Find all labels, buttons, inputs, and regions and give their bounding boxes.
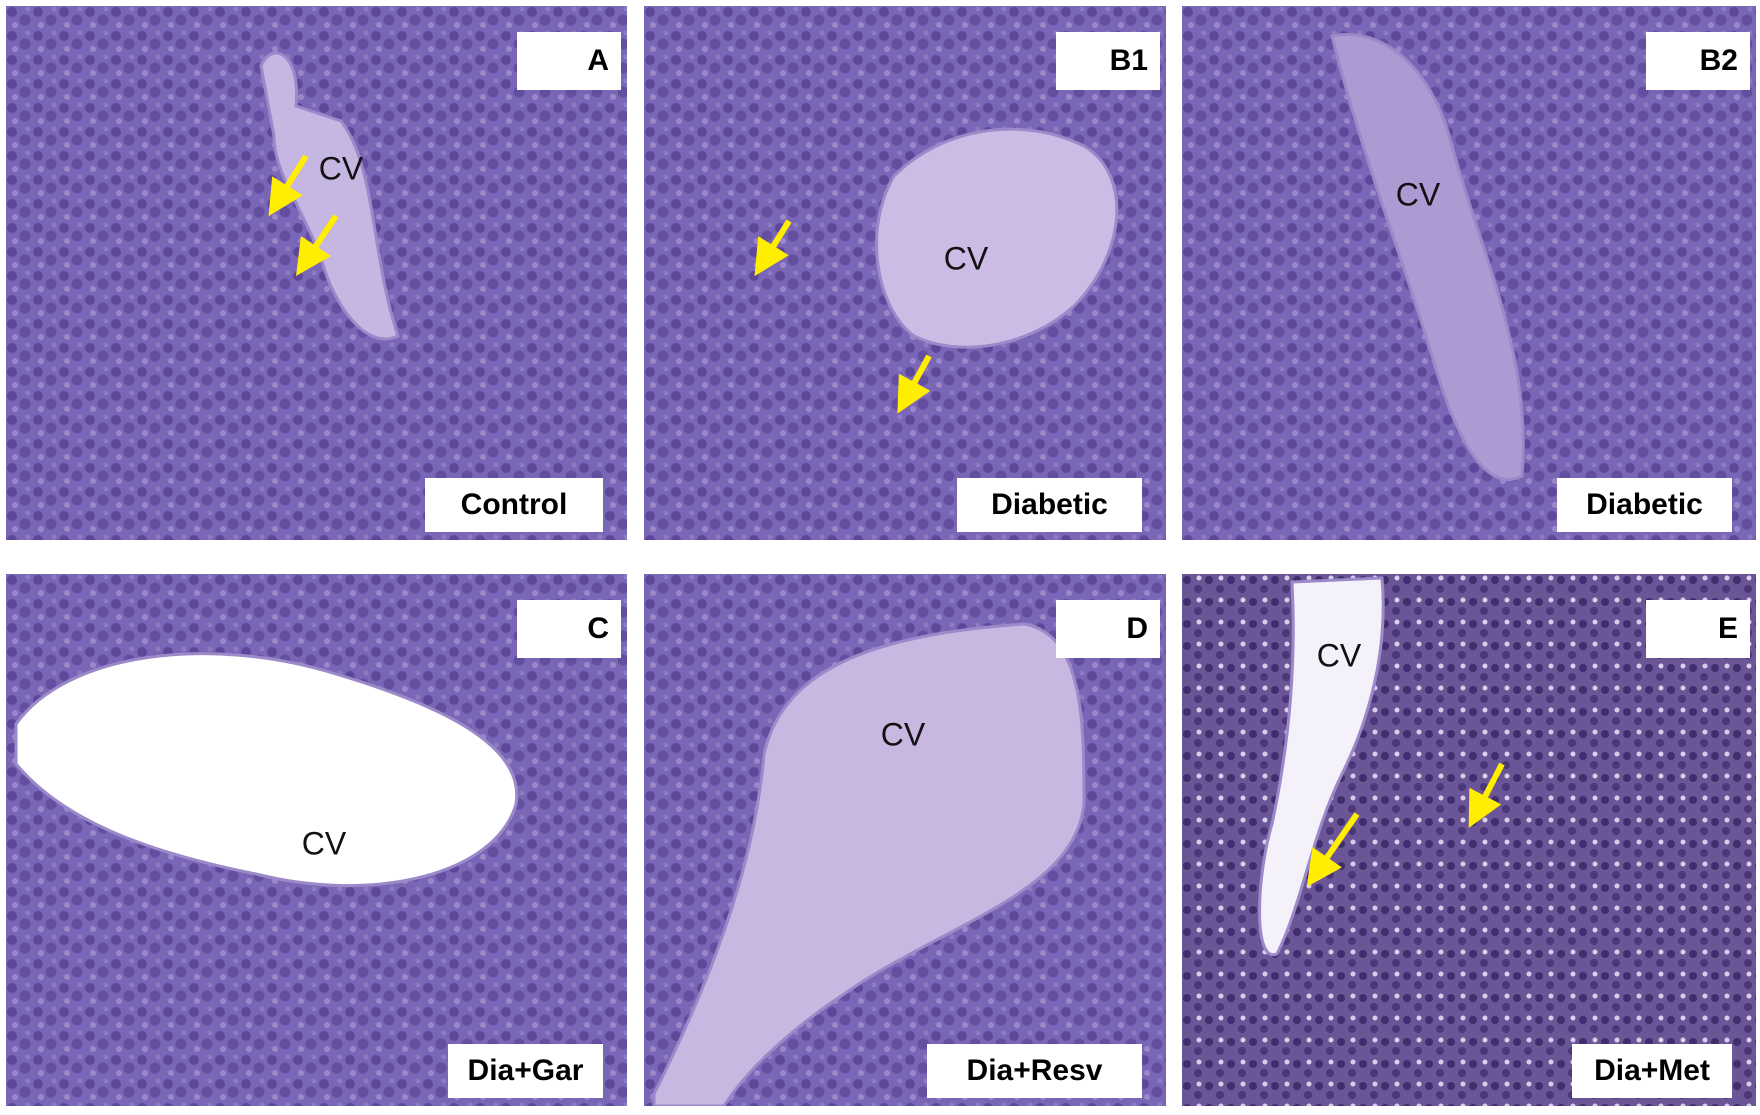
panel: CV B2 Diabetic	[1182, 6, 1756, 540]
group-label: Dia+Gar	[468, 1054, 584, 1087]
group-label: Control	[461, 488, 568, 521]
group-box	[957, 478, 1142, 532]
group-box	[425, 478, 603, 532]
group-label: Dia+Met	[1594, 1054, 1710, 1087]
vein	[1330, 33, 1525, 481]
letter-box	[1646, 600, 1750, 658]
panel-letter: A	[587, 44, 609, 77]
panel-image: CV B2 Diabetic	[1182, 6, 1756, 540]
vein	[652, 622, 1086, 1106]
panel: CV E Dia+Met	[1182, 574, 1756, 1106]
letter-box	[1646, 32, 1750, 90]
group-box	[448, 1044, 603, 1098]
arrow	[1468, 762, 1505, 828]
panel-letter: E	[1718, 612, 1738, 645]
arrow	[754, 219, 792, 277]
panel: CV B1 Diabetic	[644, 6, 1166, 540]
vein-label: CV	[944, 240, 989, 276]
arrow	[1306, 812, 1360, 887]
group-label: Dia+Resv	[967, 1054, 1103, 1087]
panel: CV D Dia+Resv	[644, 574, 1166, 1106]
vein	[14, 652, 519, 888]
panel-image: CV A Control	[6, 6, 627, 540]
panel: CV A Control	[6, 6, 627, 540]
arrow	[268, 154, 309, 217]
group-label: Diabetic	[991, 488, 1108, 521]
vein	[1258, 576, 1385, 957]
panel-image: CV C Dia+Gar	[6, 574, 627, 1106]
arrow	[296, 214, 339, 276]
group-label: Diabetic	[1586, 488, 1703, 521]
group-box	[1572, 1044, 1732, 1098]
arrow	[897, 354, 932, 414]
vein-label: CV	[319, 150, 364, 186]
panel-letter: C	[587, 612, 609, 645]
vein	[875, 127, 1119, 349]
vein-label: CV	[1317, 637, 1362, 673]
panel-image: CV E Dia+Met	[1182, 574, 1756, 1106]
vein-label: CV	[1396, 176, 1441, 212]
group-box	[927, 1044, 1142, 1098]
panel-letter: B1	[1110, 44, 1148, 77]
panel-letter: D	[1126, 612, 1148, 645]
letter-box	[517, 32, 621, 90]
letter-box	[517, 600, 621, 658]
panel-image: CV B1 Diabetic	[644, 6, 1166, 540]
panel-letter: B2	[1700, 44, 1738, 77]
vein-label: CV	[881, 716, 926, 752]
letter-box	[1056, 32, 1160, 90]
group-box	[1557, 478, 1732, 532]
panel: CV C Dia+Gar	[6, 574, 627, 1106]
letter-box	[1056, 600, 1160, 658]
panel-image: CV D Dia+Resv	[644, 574, 1166, 1106]
vein-label: CV	[302, 825, 347, 861]
